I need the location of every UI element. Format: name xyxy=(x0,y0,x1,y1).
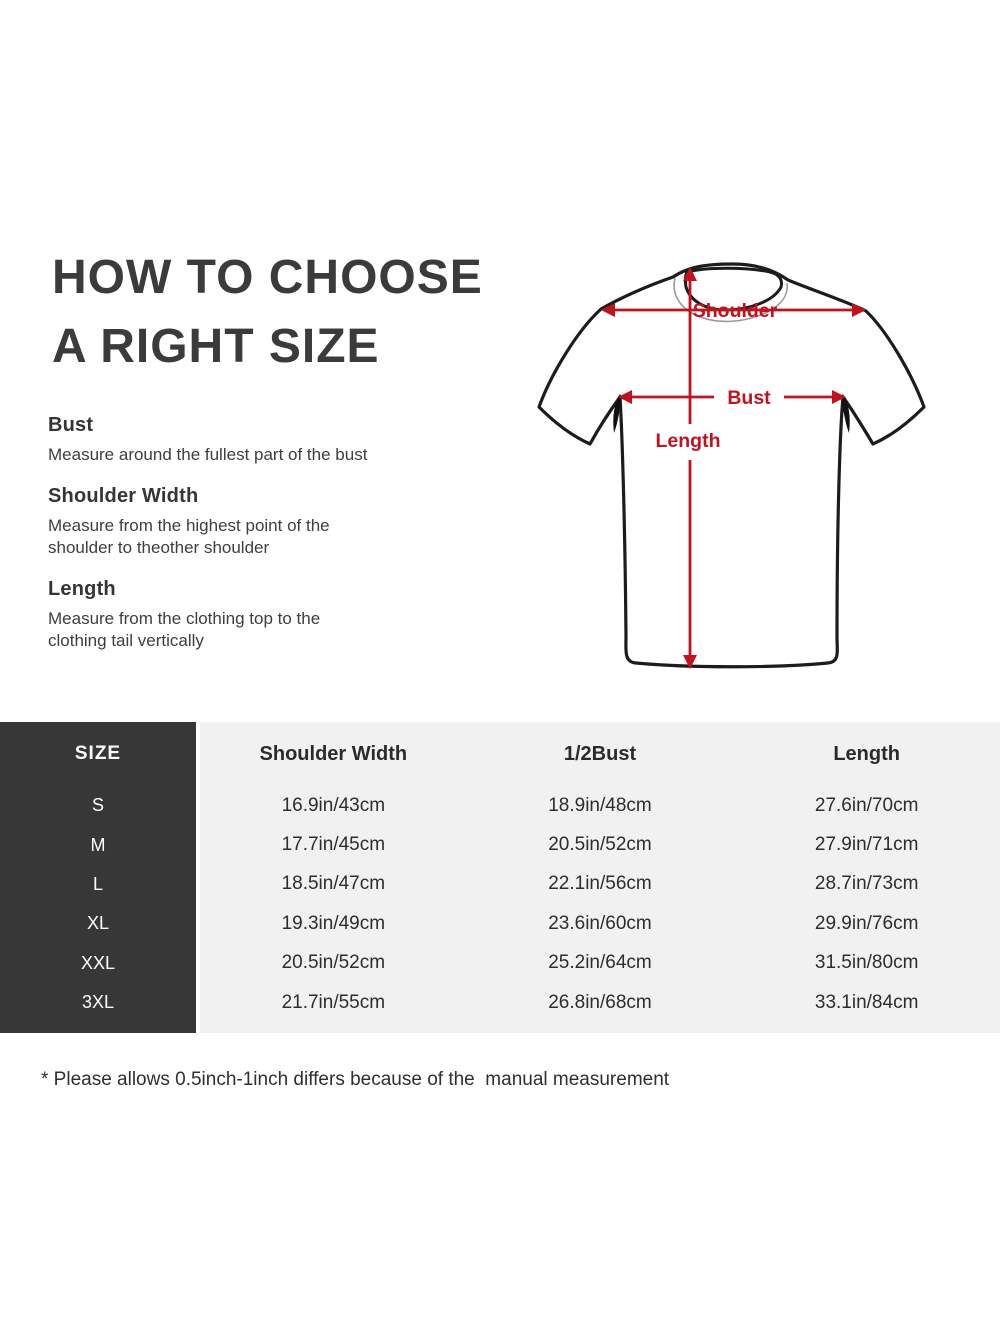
size-label-l: L xyxy=(92,873,103,894)
value-cell: 25.2in/64cm xyxy=(548,952,652,974)
guide-heading-length: Length xyxy=(48,578,116,600)
value-cell: 27.9in/71cm xyxy=(814,834,919,856)
table-column-divider xyxy=(196,722,200,1033)
guide-section-bust: Bust Measure around the fullest part of … xyxy=(48,414,420,466)
value-cell: 16.9in/43cm xyxy=(281,794,386,816)
value-cell: 20.5in/52cm xyxy=(548,834,652,856)
page-title-line1: HOW TO CHOOSE xyxy=(52,251,483,304)
value-cell: 18.9in/48cm xyxy=(548,794,652,816)
guide-heading-bust: Bust xyxy=(48,414,94,436)
length-measure-label: Length xyxy=(656,430,721,452)
guide-text-line: Measure around the fullest part of the b… xyxy=(48,445,368,464)
value-cell: 31.5in/80cm xyxy=(814,952,919,974)
size-table-header-size: SIZE xyxy=(74,743,122,764)
collar-opening xyxy=(683,266,783,312)
size-label-m: M xyxy=(90,834,106,855)
value-cell: 27.6in/70cm xyxy=(814,794,919,816)
page-title-line2: A RIGHT SIZE xyxy=(52,320,380,373)
guide-section-length: Length Measure from the clothing top to … xyxy=(48,578,420,652)
size-table-header-length: Length xyxy=(833,742,900,765)
tshirt-outline xyxy=(537,262,926,669)
value-cell: 26.8in/68cm xyxy=(548,991,652,1013)
size-label-xxl: XXL xyxy=(80,952,116,973)
value-cell: 17.7in/45cm xyxy=(281,834,386,856)
guide-text-bust: Measure around the fullest part of the b… xyxy=(48,444,420,466)
value-cell: 23.6in/60cm xyxy=(548,912,652,934)
size-table-data: Shoulder Width 1/2Bust Length 16.9in/43c… xyxy=(200,722,1000,1033)
value-cell: 22.1in/56cm xyxy=(548,873,652,895)
guide-heading-shoulder-width: Shoulder Width xyxy=(48,485,199,507)
size-table: SIZE S M L XL XXL 3XL Shoulder Width 1/2… xyxy=(0,722,1000,1033)
guide-text-shoulder-width: Measure from the highest point of the sh… xyxy=(48,515,420,559)
size-label-xl: XL xyxy=(86,913,110,934)
size-label-s: S xyxy=(91,795,104,816)
guide-section-shoulder-width: Shoulder Width Measure from the highest … xyxy=(48,485,420,559)
measurement-guide: Bust Measure around the fullest part of … xyxy=(48,414,420,671)
guide-text-line: Measure from the clothing top to the xyxy=(48,609,321,628)
guide-text-line: clothing tail vertically xyxy=(48,631,204,650)
guide-text-length: Measure from the clothing top to the clo… xyxy=(48,608,420,652)
value-cell: 29.9in/76cm xyxy=(814,912,919,934)
measurement-disclaimer: * Please allows 0.5inch-1inch differs be… xyxy=(41,1069,670,1090)
collar-ribbing xyxy=(673,277,788,323)
page-title: HOW TO CHOOSE A RIGHT SIZE xyxy=(52,243,483,381)
shoulder-measure-label: Shoulder xyxy=(693,300,778,322)
shoulder-measure-arrow xyxy=(601,303,866,317)
guide-text-line: Measure from the highest point of the xyxy=(48,516,330,535)
bust-measure-arrow xyxy=(618,390,846,404)
bust-measure-label: Bust xyxy=(727,387,771,409)
underarm-shade-right xyxy=(841,394,850,433)
size-table-header-half-bust: 1/2Bust xyxy=(563,742,637,765)
length-measure-arrow xyxy=(683,267,697,669)
guide-text-line: shoulder to theother shoulder xyxy=(48,538,270,557)
tshirt-measurement-diagram: Shoulder Bust Length xyxy=(537,262,926,669)
value-cell: 18.5in/47cm xyxy=(281,873,386,895)
value-cell: 21.7in/55cm xyxy=(281,991,386,1013)
value-cell: 20.5in/52cm xyxy=(281,952,386,974)
value-cell: 33.1in/84cm xyxy=(814,991,919,1013)
value-cell: 19.3in/49cm xyxy=(281,912,386,934)
size-label-3xl: 3XL xyxy=(81,992,115,1013)
size-table-size-column: SIZE S M L XL XXL 3XL xyxy=(0,722,196,1033)
underarm-shade-left xyxy=(613,394,622,433)
value-cell: 28.7in/73cm xyxy=(814,873,919,895)
size-table-header-shoulder-width: Shoulder Width xyxy=(259,742,408,765)
